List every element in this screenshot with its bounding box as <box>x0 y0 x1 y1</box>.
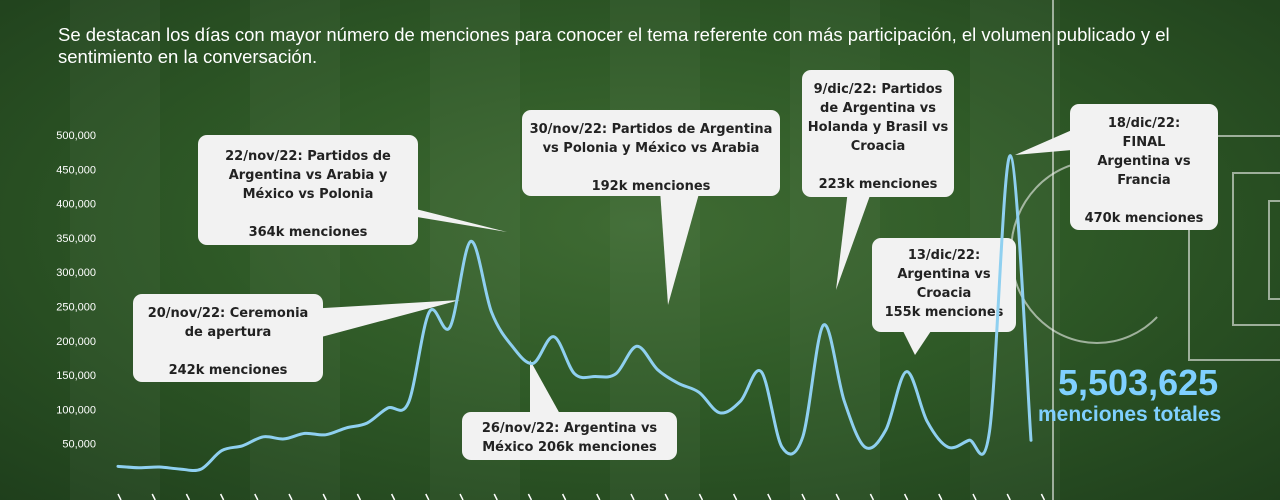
callout-tail <box>290 300 460 340</box>
callout-text-line: 13/dic/22: <box>908 248 980 263</box>
callout-box <box>462 412 677 460</box>
callout-box <box>1070 104 1218 230</box>
callout-text-line: de apertura <box>185 325 272 340</box>
callout-text-line: 30/nov/22: Partidos de Argentina <box>530 122 773 137</box>
callout-box <box>802 70 954 197</box>
callout-text-line: vs Polonia y México vs Arabia <box>543 141 760 156</box>
callout-tail <box>1015 130 1072 155</box>
y-tick-label: 350,000 <box>56 233 96 245</box>
callout-tail <box>530 360 560 414</box>
callout-text-line: 242k menciones <box>169 363 288 378</box>
x-tick-mark <box>596 493 601 500</box>
callout-text-line: 20/nov/22: Ceremonia <box>148 306 309 321</box>
x-tick-mark <box>801 493 806 500</box>
callout-text-line: 192k menciones <box>592 179 711 194</box>
callout-text-line: 155k menciones <box>885 305 1004 320</box>
total-mentions-label: menciones totales <box>1038 403 1222 426</box>
callout-tail <box>660 190 700 305</box>
x-tick-mark <box>219 493 225 500</box>
callout-text-line: 9/dic/22: Partidos <box>814 82 943 97</box>
pitch-goal-box <box>1232 172 1280 326</box>
callout-box <box>133 294 323 382</box>
intro-text: Se destacan los días con mayor número de… <box>58 24 1170 67</box>
y-tick-label: 150,000 <box>56 370 96 382</box>
callout-text-line: FINAL <box>1123 135 1166 150</box>
callout-box <box>522 110 780 196</box>
x-tick-mark <box>698 493 704 500</box>
y-tick-label: 450,000 <box>56 164 96 176</box>
y-axis: 50,000 100,000 150,000 200,000 250,000 300,00… <box>56 130 96 451</box>
x-tick-mark <box>561 493 567 500</box>
y-tick-label: 250,000 <box>56 302 96 314</box>
y-tick-label: 200,000 <box>56 336 96 348</box>
x-tick-mark <box>732 493 738 500</box>
x-tick-mark <box>356 493 362 500</box>
callout-box <box>198 135 418 245</box>
x-tick-mark <box>425 493 430 500</box>
y-tick-label: 300,000 <box>56 267 96 279</box>
callout-tail <box>900 325 935 355</box>
pitch-goal <box>1268 200 1280 300</box>
callout-tail <box>836 190 872 290</box>
y-tick-label: 500,000 <box>56 130 96 142</box>
callout-text-line: Argentina vs <box>1097 154 1191 169</box>
callout-text-line: 223k menciones <box>819 177 938 192</box>
x-tick-mark <box>288 493 293 500</box>
x-tick-mark <box>664 493 669 500</box>
y-tick-label: 100,000 <box>56 404 96 416</box>
y-tick-label: 400,000 <box>56 199 96 211</box>
mentions-line <box>116 154 1033 473</box>
x-tick-mark <box>322 493 327 500</box>
x-ticks <box>117 493 1046 500</box>
annotation-callout: 13/dic/22: Argentina vs Croacia 155k mencio… <box>872 238 1016 355</box>
annotation-callout: 9/dic/22: Partidos de Argentina vs Holanda… <box>802 70 954 290</box>
annotation-callout: 20/nov/22: Ceremonia de apertura 242k menc… <box>133 294 460 382</box>
x-tick-mark <box>938 493 943 500</box>
y-tick-label: 50,000 <box>62 439 96 451</box>
x-tick-mark <box>493 493 498 500</box>
annotation-callout: 26/nov/22: Argentina vs México 206k menci… <box>462 360 677 460</box>
callout-text-line: Francia <box>1117 173 1170 188</box>
callout-text-line: Croacia <box>851 139 906 154</box>
x-tick-mark <box>117 493 122 500</box>
x-tick-mark <box>1006 493 1011 500</box>
x-tick-mark <box>869 493 875 500</box>
callout-text-line: 364k menciones <box>249 225 368 240</box>
x-tick-mark <box>1040 493 1046 500</box>
x-tick-mark <box>254 493 259 500</box>
pitch-penalty-box <box>1188 135 1280 361</box>
x-tick-mark <box>630 493 635 500</box>
callout-box <box>872 238 1016 332</box>
x-tick-mark <box>835 493 840 500</box>
callout-text-line: Argentina vs Arabia y <box>229 168 388 183</box>
annotation-callout: 30/nov/22: Partidos de Argentina vs Polon… <box>522 110 780 305</box>
callout-text-line: 470k menciones <box>1085 211 1204 226</box>
callout-text-line: Argentina vs <box>897 267 991 282</box>
total-mentions-number: 5,503,625 <box>1058 362 1219 403</box>
annotation-callout: 22/nov/22: Partidos de Argentina vs Arabi… <box>198 135 507 245</box>
callout-text-line: Croacia <box>917 286 972 301</box>
annotation-callout: 18/dic/22: FINAL Argentina vs Francia 470k m… <box>1015 104 1218 230</box>
x-tick-mark <box>390 493 396 500</box>
x-tick-mark <box>527 493 533 500</box>
callout-text-line: México 206k menciones <box>482 440 657 455</box>
callout-text-line: de Argentina vs <box>820 101 936 116</box>
x-tick-mark <box>185 493 191 500</box>
x-tick-mark <box>151 493 156 500</box>
x-tick-mark <box>903 493 909 500</box>
callout-text-line: Holanda y Brasil vs <box>808 120 949 135</box>
x-tick-mark <box>972 493 977 500</box>
x-tick-mark <box>767 493 772 500</box>
callout-text-line: 26/nov/22: Argentina vs <box>482 421 658 436</box>
callout-text-line: México vs Polonia <box>243 187 374 202</box>
callout-text-line: 22/nov/22: Partidos de <box>225 149 391 164</box>
callout-text-line: 18/dic/22: <box>1108 116 1180 131</box>
x-tick-mark <box>459 493 464 500</box>
callouts: 22/nov/22: Partidos de Argentina vs Arabi… <box>133 70 1218 460</box>
